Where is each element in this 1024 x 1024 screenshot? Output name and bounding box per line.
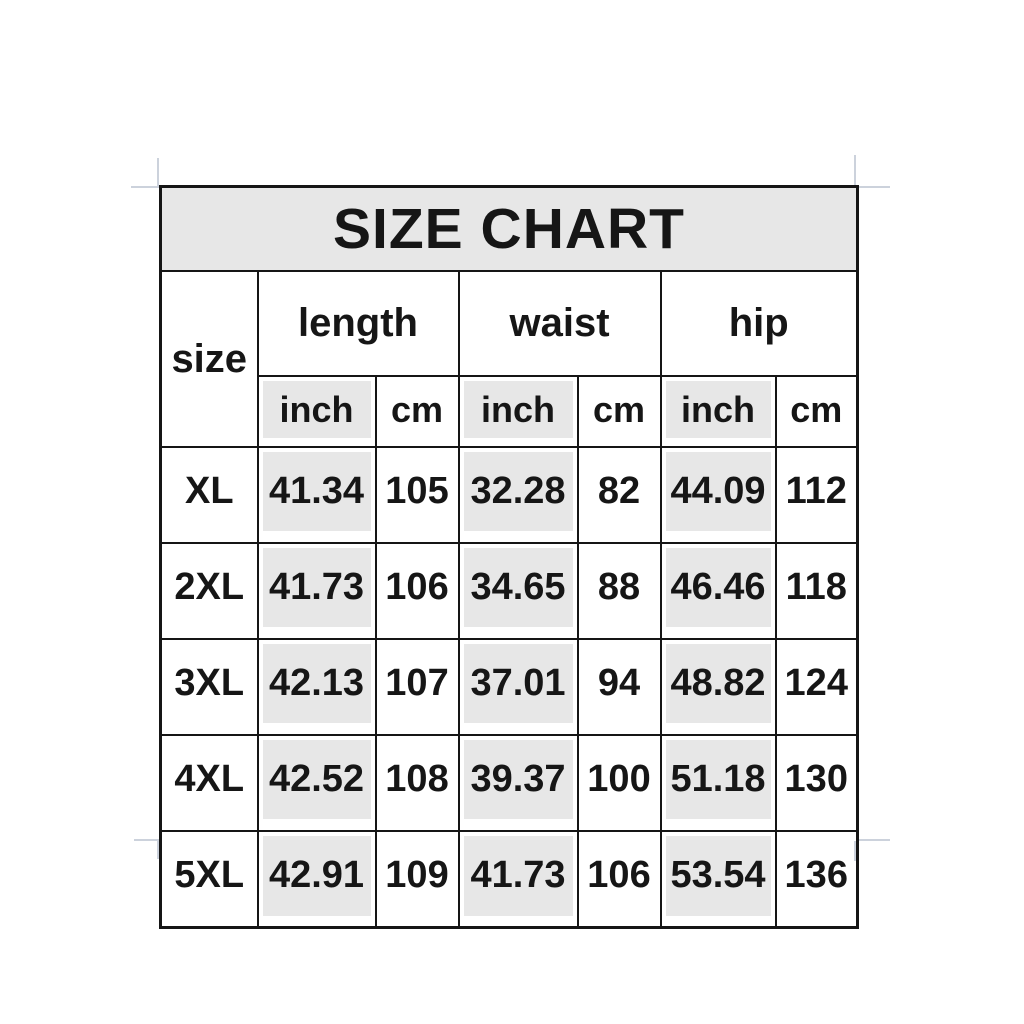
col-header-hip: hip	[659, 270, 859, 377]
group-header-row: size length waist hip	[159, 270, 859, 448]
gridline-bottom-left-horizontal	[134, 839, 160, 841]
cell-waist-inch: 41.73	[457, 830, 579, 929]
unit-header-row: inch cm inch cm inch cm	[161, 375, 859, 448]
cell-waist-inch: 32.28	[457, 446, 579, 544]
gridline-bottom-right-horizontal	[857, 839, 890, 841]
cell-hip-inch: 46.46	[659, 542, 777, 640]
cell-length-inch: 42.91	[256, 830, 377, 929]
cell-hip-cm: 112	[774, 446, 859, 544]
cell-length-inch: 41.34	[256, 446, 377, 544]
cell-size: 4XL	[159, 734, 259, 832]
table-row: XL 41.34 105 32.28 82 44.09 112	[159, 446, 859, 544]
cell-length-cm: 108	[374, 734, 460, 832]
col-header-size: size	[159, 270, 259, 448]
cell-size: 2XL	[159, 542, 259, 640]
col-header-length: length	[256, 270, 460, 377]
cell-waist-inch: 37.01	[457, 638, 579, 736]
unit-header-length-inch: inch	[256, 375, 377, 448]
cell-size: 3XL	[159, 638, 259, 736]
cell-waist-cm: 100	[576, 734, 662, 832]
cell-hip-cm: 124	[774, 638, 859, 736]
cell-size: 5XL	[159, 830, 259, 929]
cell-length-cm: 109	[374, 830, 460, 929]
cell-hip-cm: 130	[774, 734, 859, 832]
cell-waist-cm: 106	[576, 830, 662, 929]
title-row: SIZE CHART	[159, 185, 859, 272]
unit-header-hip-inch: inch	[659, 375, 777, 448]
cell-waist-inch: 39.37	[457, 734, 579, 832]
cell-length-cm: 105	[374, 446, 460, 544]
table-row: 2XL 41.73 106 34.65 88 46.46 118	[159, 542, 859, 640]
cell-length-cm: 106	[374, 542, 460, 640]
cell-length-inch: 42.13	[256, 638, 377, 736]
gridline-top-right-horizontal	[857, 186, 890, 188]
cell-hip-cm: 118	[774, 542, 859, 640]
table-row: 5XL 42.91 109 41.73 106 53.54 136	[159, 830, 859, 929]
cell-waist-cm: 94	[576, 638, 662, 736]
table-row: 4XL 42.52 108 39.37 100 51.18 130	[159, 734, 859, 832]
cell-waist-cm: 88	[576, 542, 662, 640]
cell-hip-inch: 48.82	[659, 638, 777, 736]
cell-hip-inch: 53.54	[659, 830, 777, 929]
table-row: 3XL 42.13 107 37.01 94 48.82 124	[159, 638, 859, 736]
cell-waist-inch: 34.65	[457, 542, 579, 640]
cell-waist-cm: 82	[576, 446, 662, 544]
unit-header-waist-inch: inch	[457, 375, 579, 448]
size-chart-title: SIZE CHART	[159, 185, 859, 272]
cell-hip-inch: 51.18	[659, 734, 777, 832]
size-chart-table: SIZE CHART size length waist hip inch cm…	[159, 185, 859, 929]
unit-header-hip-cm: cm	[774, 375, 859, 448]
gridline-top-left-vertical	[157, 158, 159, 186]
gridline-top-left-horizontal	[131, 186, 160, 188]
cell-length-inch: 41.73	[256, 542, 377, 640]
unit-header-length-cm: cm	[374, 375, 460, 448]
cell-size: XL	[159, 446, 259, 544]
cell-hip-inch: 44.09	[659, 446, 777, 544]
cell-length-inch: 42.52	[256, 734, 377, 832]
unit-header-waist-cm: cm	[576, 375, 662, 448]
cell-hip-cm: 136	[774, 830, 859, 929]
cell-length-cm: 107	[374, 638, 460, 736]
col-header-waist: waist	[457, 270, 662, 377]
gridline-bottom-left-vertical	[157, 841, 159, 859]
gridline-top-right-vertical	[854, 155, 856, 186]
